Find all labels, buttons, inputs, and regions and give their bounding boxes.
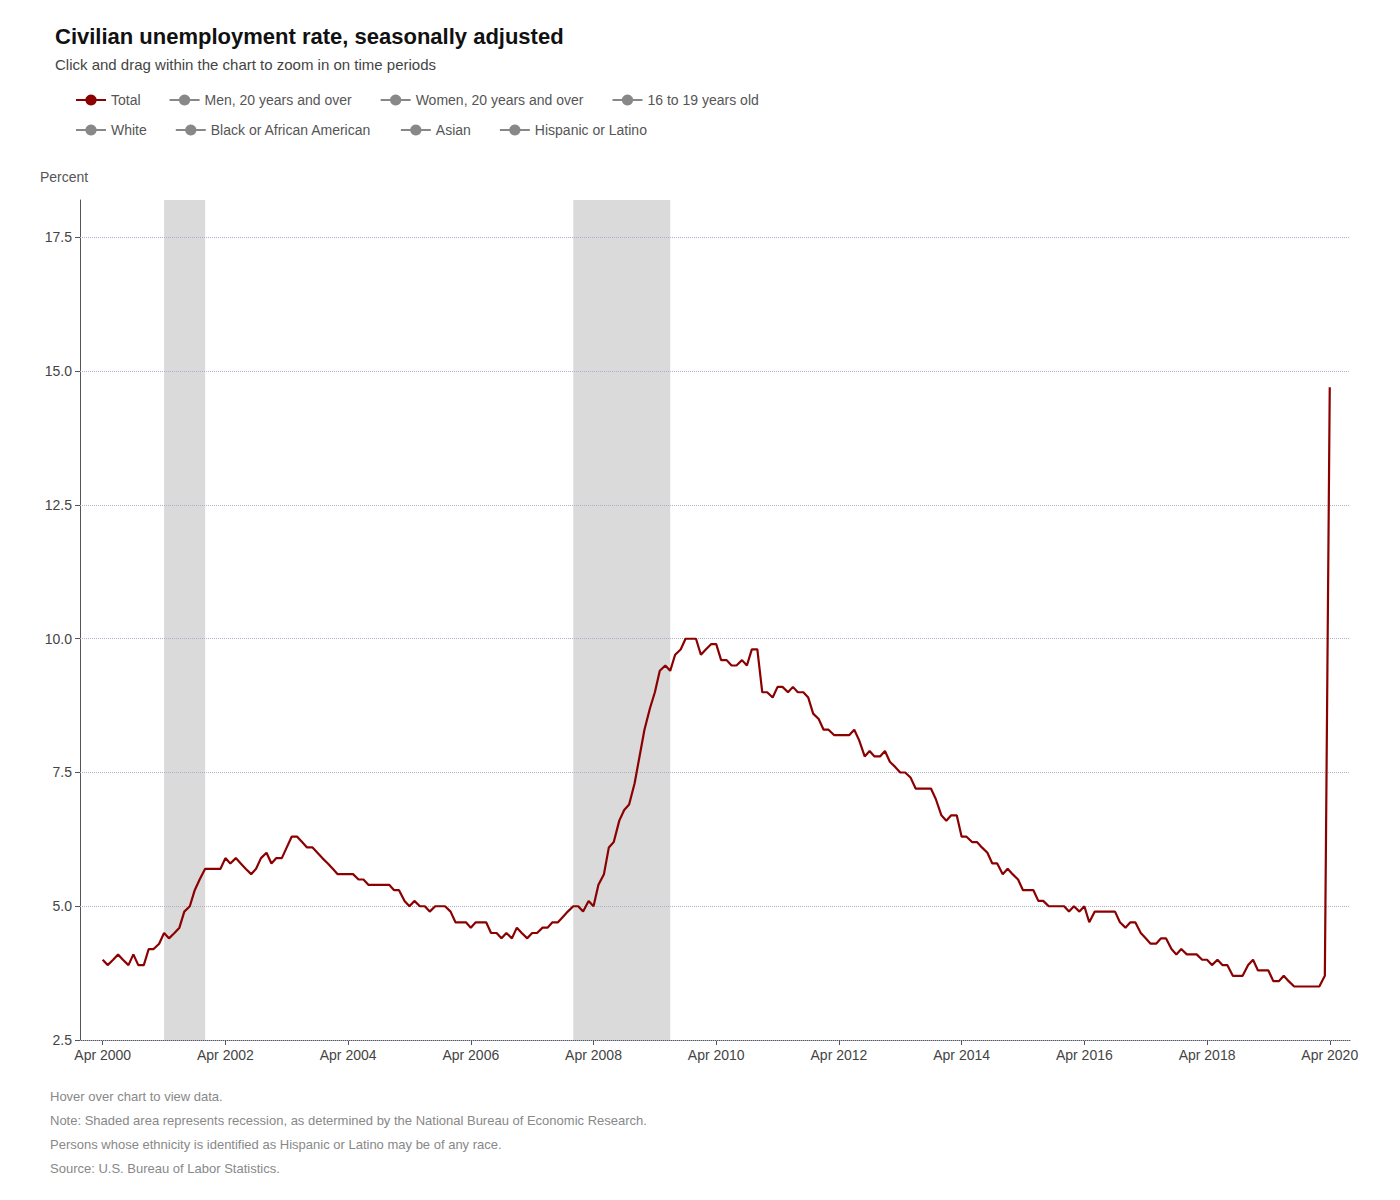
svg-text:2.5: 2.5 — [53, 1032, 73, 1048]
svg-text:Total: Total — [111, 92, 141, 108]
svg-text:Click and drag within the char: Click and drag within the chart to zoom … — [55, 56, 436, 73]
svg-text:Asian: Asian — [436, 122, 471, 138]
svg-text:17.5: 17.5 — [45, 229, 72, 245]
svg-text:16 to 19 years old: 16 to 19 years old — [647, 92, 758, 108]
svg-text:Apr 2014: Apr 2014 — [933, 1047, 990, 1063]
svg-text:15.0: 15.0 — [45, 363, 72, 379]
svg-text:7.5: 7.5 — [53, 764, 73, 780]
svg-text:Apr 2006: Apr 2006 — [442, 1047, 499, 1063]
svg-text:12.5: 12.5 — [45, 497, 72, 513]
svg-text:Persons whose ethnicity is ide: Persons whose ethnicity is identified as… — [50, 1137, 502, 1152]
svg-text:Apr 2008: Apr 2008 — [565, 1047, 622, 1063]
svg-text:Hispanic or Latino: Hispanic or Latino — [535, 122, 647, 138]
svg-text:5.0: 5.0 — [53, 898, 73, 914]
svg-text:Hover over chart to view data.: Hover over chart to view data. — [50, 1089, 223, 1104]
svg-text:Men, 20 years and over: Men, 20 years and over — [205, 92, 352, 108]
svg-text:Civilian unemployment rate, se: Civilian unemployment rate, seasonally a… — [55, 24, 564, 49]
svg-text:Black or African American: Black or African American — [211, 122, 371, 138]
svg-text:Apr 2012: Apr 2012 — [811, 1047, 868, 1063]
svg-text:Women, 20 years and over: Women, 20 years and over — [416, 92, 584, 108]
svg-text:Apr 2016: Apr 2016 — [1056, 1047, 1113, 1063]
svg-text:Apr 2000: Apr 2000 — [74, 1047, 131, 1063]
svg-text:10.0: 10.0 — [45, 631, 72, 647]
svg-text:Apr 2010: Apr 2010 — [688, 1047, 745, 1063]
svg-text:Source: U.S. Bureau of Labor S: Source: U.S. Bureau of Labor Statistics. — [50, 1161, 280, 1176]
svg-text:Apr 2020: Apr 2020 — [1301, 1047, 1358, 1063]
svg-text:Apr 2002: Apr 2002 — [197, 1047, 254, 1063]
svg-text:Note: Shaded area represents r: Note: Shaded area represents recession, … — [50, 1113, 647, 1128]
svg-text:Apr 2018: Apr 2018 — [1179, 1047, 1236, 1063]
svg-text:White: White — [111, 122, 147, 138]
svg-text:Percent: Percent — [40, 169, 88, 185]
svg-text:Apr 2004: Apr 2004 — [320, 1047, 377, 1063]
